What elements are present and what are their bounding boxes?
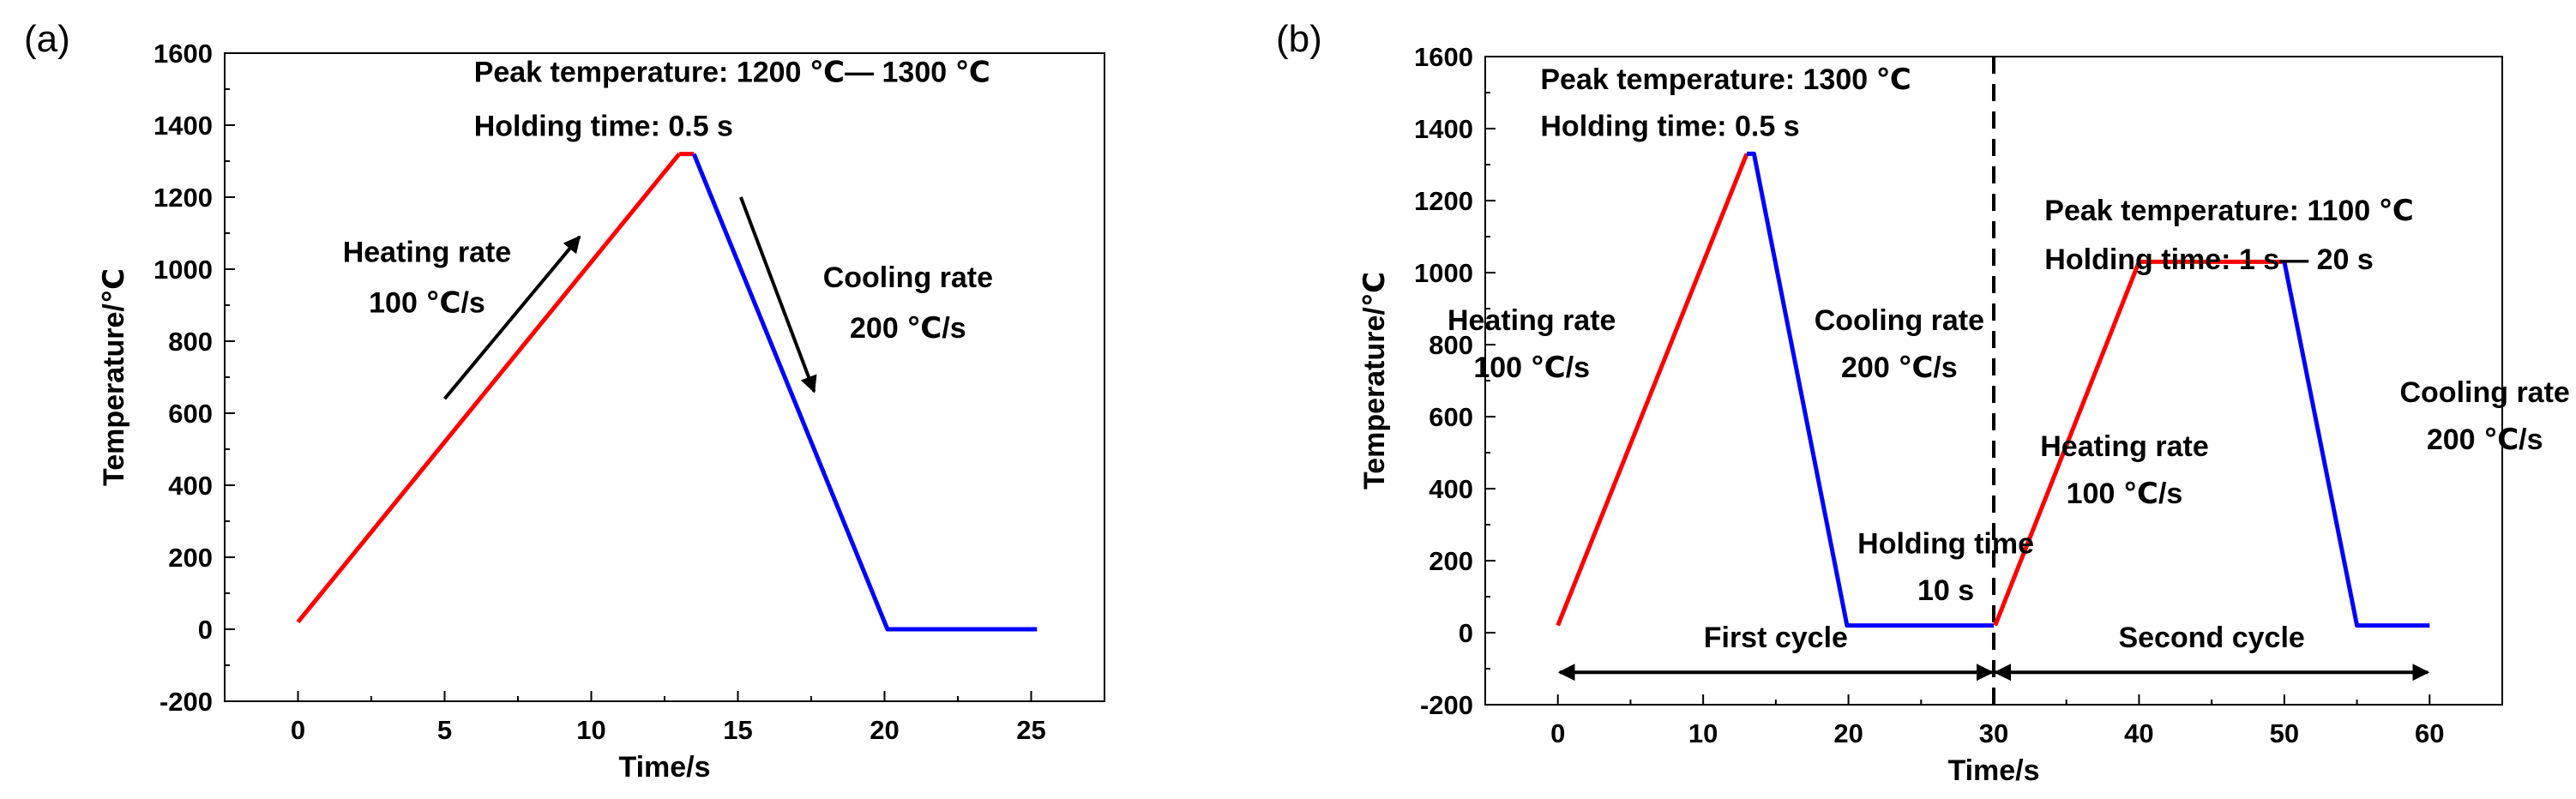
cycle-label: First cycle <box>1704 622 1848 654</box>
x-tick-label: 10 <box>576 715 605 745</box>
x-tick-label: 10 <box>1688 718 1718 748</box>
annotation-peak2-line: Holding time: 1 s— 20 s <box>2044 243 2374 276</box>
annotation-peak-line: Peak temperature: 1200 ℃— 1300 ℃ <box>474 57 990 89</box>
y-tick-label: 800 <box>1429 330 1473 360</box>
series-line-cooling-2 <box>2282 261 2430 628</box>
y-tick-label: 1400 <box>1414 114 1473 144</box>
y-tick-label: 400 <box>168 471 213 501</box>
annotation-heat-line: 100 ℃/s <box>369 286 485 319</box>
annotation-heat1-line: 100 ℃/s <box>1473 351 1590 384</box>
annotation-heat2-line: Heating rate <box>2040 430 2209 463</box>
x-tick-label: 30 <box>1979 718 2008 748</box>
annotation-cool-line: 200 ℃/s <box>850 312 966 345</box>
y-axis-label: Temperature/℃ <box>1358 272 1391 490</box>
y-tick-label: 200 <box>168 543 213 573</box>
annotation-heat1-line: Heating rate <box>1447 304 1616 337</box>
x-tick-label: 5 <box>437 715 452 745</box>
y-tick-label: 1200 <box>153 183 213 213</box>
annotation-peak-line: Holding time: 0.5 s <box>474 111 733 143</box>
x-tick-label: 40 <box>2124 718 2153 748</box>
cycle-label: Second cycle <box>2118 622 2304 654</box>
panel-label: (b) <box>1276 18 1322 60</box>
y-tick-label: 0 <box>1459 618 1473 648</box>
chart-panel-a: (a) -200 0 200 400 600 800 1000 1200 1400 1600 0 5 10… <box>24 18 1105 784</box>
annotation-peak1-line: Peak temperature: 1300 ℃ <box>1540 63 1911 96</box>
annotation-arrow <box>739 196 817 393</box>
annotation-cool1-line: Cooling rate <box>1815 304 1984 337</box>
y-tick-label: 600 <box>168 399 213 429</box>
annotation-heat-line: Heating rate <box>343 237 512 269</box>
x-tick-label: 15 <box>723 715 752 745</box>
y-tick-label: 1000 <box>1414 258 1473 288</box>
chart-panel-b: (b) -200 0 200 400 600 800 1000 1200 1400 1600 0 10 2… <box>1276 18 2570 787</box>
annotation-heat2-line: 100 ℃/s <box>2067 478 2183 510</box>
x-axis-label: Time/s <box>618 751 710 784</box>
annotation-peak1-line: Holding time: 0.5 s <box>1540 110 1799 142</box>
y-tick-label: 200 <box>1429 546 1473 576</box>
x-tick-label: 0 <box>1550 718 1565 748</box>
annotation-hold1-line: 10 s <box>1917 574 1974 607</box>
x-tick-label: 50 <box>2270 718 2299 748</box>
y-axis-label: Temperature/℃ <box>98 268 130 486</box>
series-line-heating-1 <box>1556 153 1749 627</box>
x-tick-label: 60 <box>2415 718 2444 748</box>
x-tick-label: 25 <box>1016 715 1045 745</box>
series-line-cooling-1 <box>1747 151 1994 628</box>
y-tick-label: 800 <box>168 327 213 357</box>
y-tick-label: 600 <box>1429 402 1473 432</box>
x-tick-label: 20 <box>1833 718 1863 748</box>
panel-label: (a) <box>24 18 70 60</box>
y-tick-label: 1600 <box>153 39 213 69</box>
x-axis-label: Time/s <box>1947 754 2039 787</box>
y-tick-label: -200 <box>159 687 213 717</box>
annotation-cool-line: Cooling rate <box>823 261 993 294</box>
annotation-hold1-line: Holding time <box>1857 528 2034 561</box>
annotation-arrow <box>442 235 581 400</box>
annotation-peak2-line: Peak temperature: 1100 ℃ <box>2044 195 2414 227</box>
plot-frame <box>224 52 1105 702</box>
x-tick-label: 0 <box>291 715 305 745</box>
y-tick-label: 1000 <box>153 255 213 285</box>
y-tick-label: 400 <box>1429 474 1473 504</box>
y-tick-label: 1600 <box>1414 42 1473 72</box>
series-line-heating <box>296 153 682 624</box>
annotation-cool2-line: 200 ℃/s <box>2427 424 2543 456</box>
annotation-cool2-line: Cooling rate <box>2399 376 2569 409</box>
y-tick-label: 1200 <box>1414 186 1473 216</box>
series-line-cooling <box>691 153 1038 632</box>
series-line-heating-2 <box>1993 259 2284 627</box>
annotation-cool1-line: 200 ℃/s <box>1841 351 1958 384</box>
x-tick-label: 20 <box>870 715 899 745</box>
y-tick-label: 1400 <box>153 111 213 141</box>
y-tick-label: -200 <box>1420 690 1473 720</box>
y-tick-label: 0 <box>198 615 213 645</box>
